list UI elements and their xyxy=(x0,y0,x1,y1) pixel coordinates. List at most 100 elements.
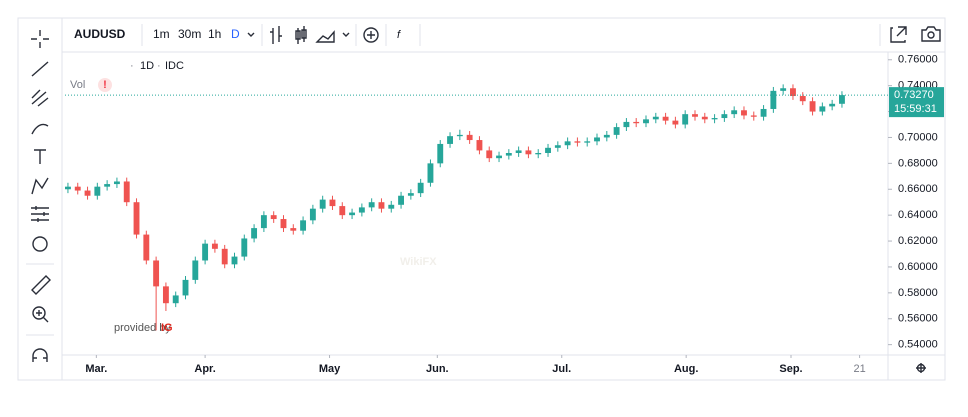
candle-body xyxy=(780,88,787,91)
y-tick-label: 0.58000 xyxy=(898,287,938,299)
candle-body xyxy=(623,121,630,128)
candle-body xyxy=(133,202,140,235)
last-price-label: 0.73270 xyxy=(894,89,934,101)
zoom-detail xyxy=(36,310,49,323)
candle-body xyxy=(584,141,591,143)
crosshair-icon[interactable] xyxy=(31,30,49,48)
candle-body xyxy=(349,212,356,216)
candle-body xyxy=(427,163,434,183)
candle-body xyxy=(211,243,218,249)
interval[interactable]: 1h xyxy=(208,27,221,41)
candle-body xyxy=(456,134,463,137)
camera-icon[interactable] xyxy=(921,26,941,42)
settings-ring xyxy=(916,363,926,373)
candle-body xyxy=(153,260,160,287)
interval[interactable]: 30m xyxy=(178,27,201,41)
candle-body xyxy=(84,190,91,196)
ruler-icon[interactable] xyxy=(31,275,51,295)
candle-body xyxy=(476,140,483,151)
text-icon[interactable] xyxy=(34,149,46,164)
trendline-icon[interactable] xyxy=(31,61,49,77)
candle-body xyxy=(564,141,571,146)
compare-icon[interactable] xyxy=(363,27,379,43)
candle-body xyxy=(545,147,551,153)
pattern-icon[interactable] xyxy=(31,177,49,195)
candle-body xyxy=(603,134,610,138)
candle-body xyxy=(319,199,326,209)
candle-body xyxy=(692,114,698,117)
candle-body xyxy=(711,118,718,120)
countdown: 15:59:31 xyxy=(894,103,937,115)
candle-body xyxy=(652,116,659,120)
candle-body xyxy=(721,114,728,119)
candle-body xyxy=(260,215,267,229)
candle-body xyxy=(378,202,385,209)
bars-icon[interactable] xyxy=(270,26,282,44)
fib-icon[interactable] xyxy=(31,89,49,107)
candles-icon[interactable] xyxy=(295,26,307,44)
y-tick-label: 0.76000 xyxy=(898,54,938,66)
candle-body xyxy=(466,134,473,141)
candle-body xyxy=(407,193,414,196)
warning-icon: ! xyxy=(103,79,107,91)
candle-body xyxy=(241,238,248,257)
brush-icon[interactable] xyxy=(31,123,49,135)
candle-body xyxy=(643,119,649,124)
y-tick-label: 0.54000 xyxy=(898,339,938,351)
candle-body xyxy=(819,106,826,112)
candle-body xyxy=(525,150,532,155)
x-tick-label: Mar. xyxy=(85,363,107,375)
candle-body xyxy=(172,295,179,304)
dropdown-icon[interactable] xyxy=(342,32,350,37)
candle-body xyxy=(162,286,169,304)
candle-body xyxy=(633,121,640,124)
warning-badge[interactable] xyxy=(98,78,112,92)
candle-body xyxy=(388,204,395,209)
emoji-icon[interactable] xyxy=(32,236,48,252)
popout-icon[interactable] xyxy=(890,26,907,43)
candle-body xyxy=(770,90,777,109)
x-tick-label: Jul. xyxy=(552,363,571,375)
candle-body xyxy=(192,260,199,280)
area-icon[interactable] xyxy=(315,30,335,43)
candle-body xyxy=(65,186,71,190)
candle-body xyxy=(594,137,600,142)
candle-body xyxy=(221,248,228,265)
interval[interactable]: D xyxy=(231,27,240,41)
camera-lens xyxy=(927,31,935,39)
candle-body xyxy=(94,186,101,196)
last-price-badge xyxy=(889,87,944,118)
y-tick-label: 0.56000 xyxy=(898,313,938,325)
watermark: WikiFX xyxy=(400,256,437,268)
candle-body xyxy=(486,150,493,159)
y-tick-label: 0.62000 xyxy=(898,235,938,247)
zoom-icon[interactable] xyxy=(32,306,46,320)
interval[interactable]: 1m xyxy=(153,27,170,41)
candle-body xyxy=(613,127,620,135)
x-tick-label: Jun. xyxy=(426,363,449,375)
candle-body xyxy=(309,208,316,221)
candle-body xyxy=(202,243,209,261)
candle-body xyxy=(123,181,130,203)
candle-body xyxy=(368,202,375,208)
dropdown-icon[interactable] xyxy=(247,32,255,37)
prediction-icon[interactable] xyxy=(31,206,49,222)
credit-brand: IG xyxy=(161,322,173,334)
volume-label: Vol xyxy=(70,79,85,91)
indicators-icon[interactable]: f xyxy=(397,29,401,41)
candle-body xyxy=(447,136,453,144)
symbol[interactable]: AUDUSD xyxy=(74,27,126,41)
candle-body xyxy=(329,199,336,207)
candle-body xyxy=(515,150,522,153)
magnet-icon[interactable] xyxy=(32,348,48,362)
candle-body xyxy=(496,155,502,159)
candle-body xyxy=(182,279,189,296)
candle-body xyxy=(104,184,111,187)
candle-body xyxy=(358,207,365,213)
candle-body xyxy=(231,256,238,265)
legend-interval: 1D xyxy=(140,60,154,72)
x-tick-label: Sep. xyxy=(779,363,802,375)
y-tick-label: 0.66000 xyxy=(898,183,938,195)
candle-body xyxy=(554,145,561,148)
